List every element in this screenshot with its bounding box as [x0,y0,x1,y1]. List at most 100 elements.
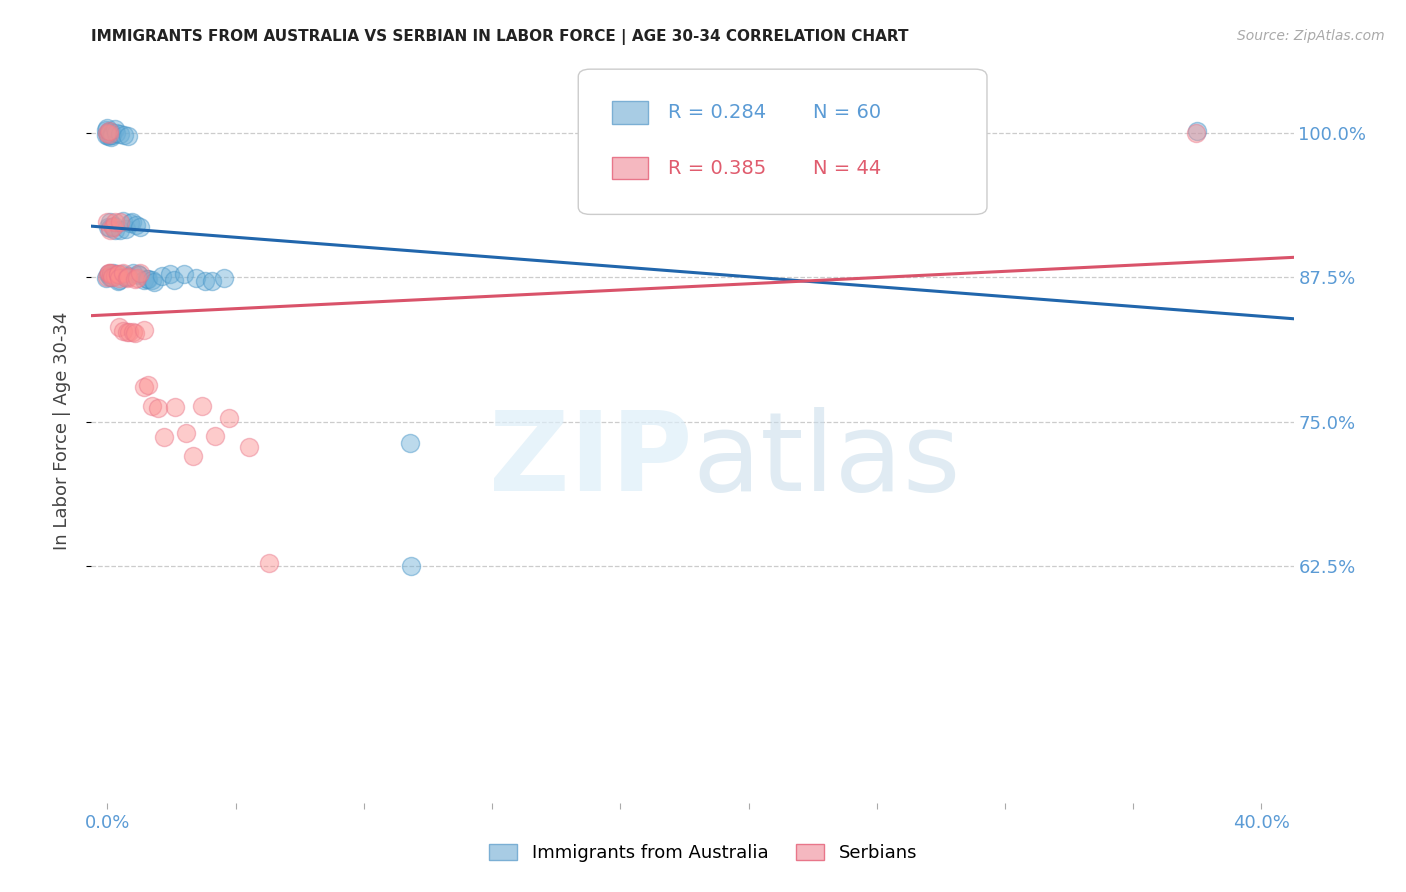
Point [105,126,128,140]
Point [1185,126,1208,140]
Point [163,401,186,415]
Text: Source: ZipAtlas.com: Source: ZipAtlas.com [1237,29,1385,43]
Text: R = 0.284: R = 0.284 [668,103,766,122]
Point [127,271,149,285]
Point [136,377,159,392]
Point [194,273,217,287]
Point [218,410,240,425]
Point [143,275,166,289]
Point [98,266,121,280]
Point [107,275,129,289]
Point [184,271,207,285]
Point [173,267,195,281]
Text: IMMIGRANTS FROM AUSTRALIA VS SERBIAN IN LABOR FORCE | AGE 30-34 CORRELATION CHAR: IMMIGRANTS FROM AUSTRALIA VS SERBIAN IN … [91,29,908,45]
Point [104,223,127,237]
Point [104,268,127,282]
Point [117,128,139,143]
Text: atlas: atlas [692,407,960,514]
Point [129,266,152,280]
Point [98,221,121,235]
Point [141,273,163,287]
Point [108,272,131,286]
Point [238,440,260,454]
Point [111,267,134,281]
Point [1187,124,1209,138]
Point [96,269,118,284]
Point [201,275,224,289]
Point [96,121,118,136]
Point [108,270,131,285]
Point [134,273,156,287]
Point [141,399,163,413]
Point [124,272,146,286]
Point [101,219,124,234]
Point [183,449,205,463]
Point [136,272,159,286]
Point [112,214,135,228]
Point [257,556,280,570]
Point [132,380,155,394]
Point [96,126,118,140]
Point [101,126,124,140]
Point [97,267,120,281]
Point [146,401,169,415]
Point [104,214,127,228]
Point [117,270,139,285]
Text: R = 0.385: R = 0.385 [668,159,766,178]
Point [97,129,120,144]
Point [98,270,121,285]
Point [112,266,135,280]
Point [153,430,176,444]
Point [100,128,122,142]
Point [115,325,138,339]
Text: N = 60: N = 60 [813,103,880,122]
Point [98,125,121,139]
Point [96,270,118,285]
Point [108,320,131,334]
Point [104,122,127,136]
Point [101,266,124,280]
Point [111,324,134,338]
Point [112,128,135,142]
Point [108,215,131,229]
Point [121,214,143,228]
Point [97,220,120,235]
Point [98,125,121,139]
Text: N = 44: N = 44 [813,159,882,178]
Point [98,128,121,142]
Point [94,122,117,136]
Point [101,128,124,142]
Point [98,215,121,229]
Point [124,326,146,340]
Point [190,400,212,414]
Legend: Immigrants from Australia, Serbians: Immigrants from Australia, Serbians [481,837,925,870]
Point [107,267,129,281]
Point [97,124,120,138]
Point [100,266,122,280]
Point [159,267,181,281]
Text: ZIP: ZIP [489,407,692,514]
Point [136,272,159,286]
Point [120,216,142,230]
Point [108,222,131,236]
Y-axis label: In Labor Force | Age 30-34: In Labor Force | Age 30-34 [52,311,70,549]
Point [399,559,422,574]
Point [117,269,139,284]
Point [107,268,129,282]
Point [399,435,422,450]
Point [125,218,148,232]
Point [104,268,127,283]
Point [94,128,117,143]
Point [212,271,235,285]
Point [101,269,124,284]
Point [114,222,136,236]
FancyBboxPatch shape [612,157,648,179]
Point [117,269,139,284]
Point [128,268,150,282]
Point [97,128,120,142]
Point [127,267,149,281]
FancyBboxPatch shape [578,70,987,214]
Point [100,129,122,144]
Point [101,268,124,282]
Point [129,220,152,235]
